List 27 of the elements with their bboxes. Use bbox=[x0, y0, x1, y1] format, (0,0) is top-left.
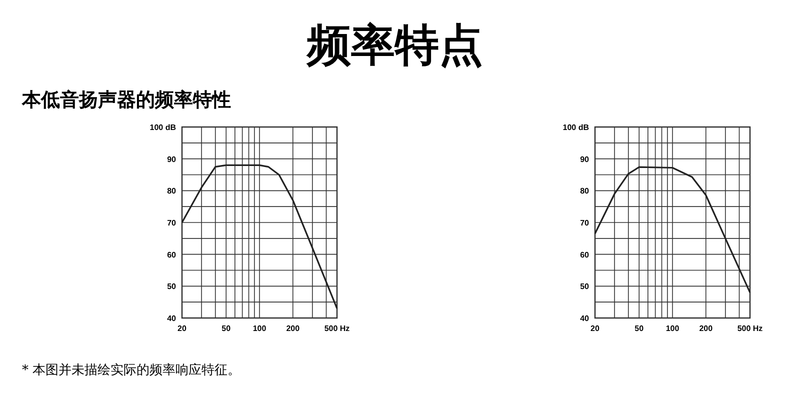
y-tick-label: 50 bbox=[580, 282, 590, 292]
x-tick-label: 500 Hz bbox=[737, 324, 763, 333]
y-tick-label: 80 bbox=[167, 186, 177, 196]
y-tick-label: 70 bbox=[580, 218, 590, 228]
y-tick-label: 90 bbox=[167, 154, 177, 164]
x-tick-label: 500 Hz bbox=[324, 324, 350, 333]
x-tick-label: 200 bbox=[286, 324, 300, 333]
y-tick-label: 40 bbox=[167, 314, 177, 323]
x-tick-label: 50 bbox=[222, 324, 232, 333]
y-tick-label: 60 bbox=[580, 250, 590, 260]
x-tick-label: 20 bbox=[178, 324, 187, 333]
x-tick-label: 100 bbox=[252, 324, 267, 333]
y-tick-label: 60 bbox=[167, 250, 177, 260]
y-tick-label: 100 dB bbox=[150, 123, 176, 132]
chart-subtitle: 本低音扬声器的频率特性 bbox=[21, 89, 231, 111]
y-tick-label: 80 bbox=[580, 186, 590, 196]
x-tick-label: 20 bbox=[590, 324, 600, 333]
y-tick-label: 70 bbox=[167, 218, 177, 228]
y-tick-label: 90 bbox=[580, 154, 590, 164]
y-tick-label: 40 bbox=[580, 314, 590, 323]
chart-title: 频率特点 bbox=[306, 20, 483, 71]
x-tick-label: 200 bbox=[699, 324, 714, 333]
text: * 本图并未描绘实际的频率响应特征。 bbox=[22, 362, 241, 378]
y-tick-label: 100 dB bbox=[562, 123, 590, 132]
x-tick-label: 100 bbox=[666, 324, 680, 333]
x-tick-label: 50 bbox=[634, 324, 644, 333]
y-tick-label: 50 bbox=[167, 282, 177, 292]
